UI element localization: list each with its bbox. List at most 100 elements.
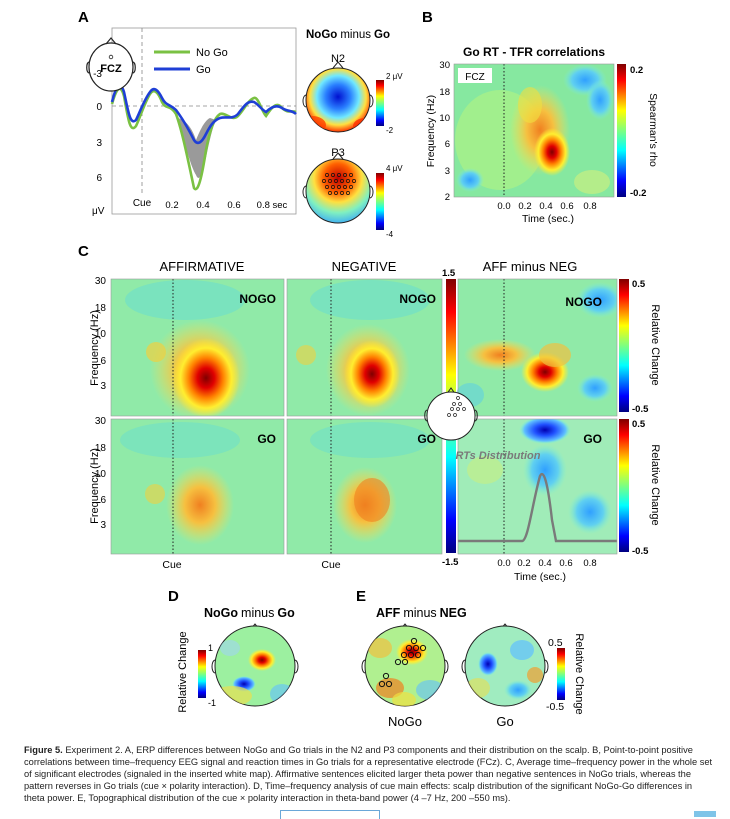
tag-go: GO — [417, 432, 436, 446]
c-ytick: 3 — [100, 381, 106, 392]
c-xtick: 0.6 — [559, 558, 572, 569]
panel-e-title: AFF minus NEG — [376, 606, 467, 620]
e-cbar-min: -0.5 — [546, 701, 564, 713]
b-ytick: 18 — [439, 87, 450, 98]
panel-b-tfr-map — [454, 64, 614, 197]
tfr-neg-go — [287, 419, 442, 554]
panel-d-title: NoGo minus Go — [204, 606, 295, 620]
caption-text: Experiment 2. A, ERP differences between… — [24, 745, 713, 803]
b-xtick: 0.6 — [560, 201, 573, 212]
rt-distribution-curve — [458, 472, 617, 543]
c-cbar-right-min: -0.5 — [632, 404, 649, 415]
topo-n2-map — [302, 61, 374, 133]
b-ytick: 6 — [445, 139, 450, 150]
rt-distribution-label: RTs Distribution — [456, 450, 541, 462]
a-yunit: μV — [92, 206, 105, 217]
panel-b-letter: B — [422, 9, 433, 26]
tag-go: GO — [583, 432, 602, 446]
n2-scale-max: 2 μV — [386, 72, 403, 81]
e-label-nogo: NoGo — [388, 714, 422, 729]
c-cbar-mid-min: -1.5 — [442, 557, 459, 568]
n2-scale-min: -2 — [386, 126, 394, 135]
c-ytick: 18 — [95, 443, 107, 454]
c-col-title: NEGATIVE — [332, 259, 397, 274]
a-xtick: 0.6 — [227, 200, 240, 211]
a-xtick: 0.4 — [196, 200, 209, 211]
tag-nogo: NOGO — [399, 292, 436, 306]
b-ytick: 10 — [439, 113, 450, 124]
c-cbar-right-max: 0.5 — [632, 279, 646, 290]
figure-5: A FCZ No Go Go -3 0 3 6 μV Cue 0.2 0.4 0… — [78, 9, 661, 729]
topo-d-map — [211, 623, 299, 707]
e-cbar-max: 0.5 — [548, 637, 563, 649]
legend-go: Go — [196, 64, 211, 76]
a-ytick: 0 — [96, 102, 102, 113]
b-xtick: 0.4 — [539, 201, 552, 212]
topo-e-go-map — [461, 623, 549, 707]
c-ytick: 18 — [95, 303, 107, 314]
p3-scale-max: 4 μV — [386, 164, 403, 173]
panel-b-xlabel: Time (sec.) — [522, 213, 574, 225]
c-ytick: 6 — [100, 495, 106, 506]
page-footer-mark — [694, 811, 716, 817]
e-label-go: Go — [496, 714, 513, 729]
colorbar-d — [198, 650, 206, 698]
c-cbar-label-bottom: Relative Change — [649, 444, 661, 525]
colorbar-n2 — [376, 80, 384, 126]
panel-a-erp-plot: FCZ No Go Go — [86, 27, 297, 215]
c-cue-label: Cue — [321, 559, 340, 571]
c-cbar-mid-max: 1.5 — [442, 268, 456, 279]
panel-d-letter: D — [168, 588, 179, 605]
colorbar-c-right-top — [619, 279, 629, 412]
legend-nogo: No Go — [196, 47, 228, 59]
e-cbar-label: Relative Change — [573, 633, 585, 714]
colorbar-p3 — [376, 173, 384, 230]
c-ytick: 10 — [95, 329, 107, 340]
panel-a-letter: A — [78, 9, 89, 26]
c-xtick: 0.2 — [517, 558, 530, 569]
tfr-diff-nogo — [456, 279, 617, 416]
c-ytick: 30 — [95, 276, 107, 287]
a-ytick: -3 — [93, 69, 102, 80]
a-ytick: 6 — [96, 173, 102, 184]
b-ytick: 3 — [445, 166, 450, 177]
nogo-curve — [110, 87, 297, 191]
c-xtick: 0.8 — [583, 558, 596, 569]
tfr-diff-go — [458, 419, 617, 554]
b-xtick: 0.8 — [583, 201, 596, 212]
c-cbar-right-max: 0.5 — [632, 419, 646, 430]
page-footer-box — [280, 810, 380, 819]
panel-b-title: Go RT - TFR correlations — [463, 45, 605, 59]
c-col-title: AFF minus NEG — [483, 259, 578, 274]
tag-go: GO — [257, 432, 276, 446]
fcz-head-icon — [86, 37, 136, 92]
c-cbar-right-min: -0.5 — [632, 546, 649, 557]
c-cbar-label-top: Relative Change — [649, 304, 661, 385]
tag-nogo: NOGO — [565, 295, 602, 309]
colorbar-e — [557, 648, 565, 700]
d-cbar-max: 1 — [208, 643, 213, 653]
panel-b-ylabel: Frequency (Hz) — [425, 95, 437, 167]
topo-e-nogo-map — [361, 623, 449, 707]
b-ytick: 2 — [445, 192, 450, 203]
tfr-aff-nogo — [111, 279, 284, 416]
inset-electrode-map — [424, 387, 478, 441]
panel-e-letter: E — [356, 588, 366, 605]
electrode-label: FCZ — [100, 63, 122, 75]
colorbar-c-right-bottom — [619, 419, 629, 552]
c-col-title: AFFIRMATIVE — [160, 259, 245, 274]
c-xtick: 0.0 — [497, 558, 510, 569]
b-ytick: 30 — [439, 60, 450, 71]
c-ylabel-top: Frequency (Hz) — [89, 310, 101, 386]
electrode-markers — [322, 173, 356, 195]
figure-caption: Figure 5. Experiment 2. A, ERP differenc… — [24, 744, 714, 804]
b-cbar-max: 0.2 — [630, 65, 643, 76]
c-ytick: 6 — [100, 356, 106, 367]
topo-p3-map — [302, 152, 374, 224]
c-ytick: 30 — [95, 416, 107, 427]
a-xtick: 0.2 — [165, 200, 178, 211]
caption-fig-label: Figure 5. — [24, 745, 63, 755]
b-cbar-label: Spearman's rho — [647, 93, 659, 167]
tag-nogo: NOGO — [239, 292, 276, 306]
c-ytick: 10 — [95, 469, 107, 480]
